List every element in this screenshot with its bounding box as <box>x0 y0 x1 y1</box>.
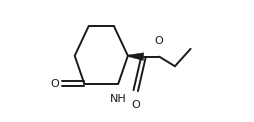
Text: O: O <box>131 100 140 110</box>
Polygon shape <box>128 53 144 61</box>
Circle shape <box>112 93 125 106</box>
Text: NH: NH <box>110 94 127 104</box>
Text: O: O <box>50 79 59 89</box>
Circle shape <box>155 36 164 46</box>
Circle shape <box>131 100 140 109</box>
Circle shape <box>50 79 59 88</box>
Text: O: O <box>155 36 164 46</box>
